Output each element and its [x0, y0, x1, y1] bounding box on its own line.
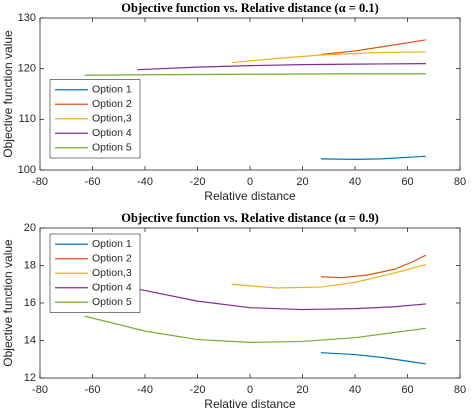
series-line: [231, 51, 426, 64]
y-tick-label: 130: [18, 12, 36, 24]
x-tick-label: 0: [247, 384, 253, 396]
legend-label: Option 1: [92, 238, 132, 250]
x-tick-label: 80: [454, 384, 466, 396]
y-tick-label: 110: [18, 113, 36, 125]
series-line: [137, 288, 426, 311]
y-tick-label: 14: [24, 334, 36, 346]
x-tick-label: -40: [137, 384, 153, 396]
x-tick-label: -60: [85, 384, 101, 396]
x-tick-label: -80: [32, 176, 48, 188]
legend-box: [49, 79, 141, 159]
chart-title: Objective function vs. Relative distance…: [121, 211, 378, 225]
legend-label: Option 4: [92, 127, 132, 139]
series-line: [320, 254, 427, 279]
y-tick-label: 16: [24, 297, 36, 309]
x-tick-label: 40: [349, 384, 361, 396]
x-tick-label: 0: [247, 176, 253, 188]
series-line: [320, 155, 426, 160]
x-axis-label: Relative distance: [204, 397, 296, 411]
series-line: [231, 263, 427, 289]
y-axis-label: Objective function value: [1, 30, 15, 158]
x-tick-label: -80: [32, 384, 48, 396]
legend-label: Option,3: [92, 113, 132, 125]
x-tick-label: 80: [454, 176, 466, 188]
x-tick-label: -40: [137, 176, 153, 188]
legend-label: Option,3: [92, 267, 132, 279]
y-tick-label: 20: [24, 222, 36, 234]
legend-label: Option 5: [92, 296, 132, 308]
series-line: [137, 63, 426, 71]
legend-label: Option 1: [92, 84, 132, 96]
y-tick-label: 18: [24, 259, 36, 271]
series-line: [320, 39, 426, 56]
y-tick-label: 12: [24, 372, 36, 384]
legend-label: Option 2: [92, 98, 132, 110]
x-tick-label: -20: [190, 176, 206, 188]
y-axis-label: Objective function value: [1, 239, 15, 367]
y-tick-label: 100: [18, 164, 36, 176]
x-axis-label: Relative distance: [204, 189, 296, 203]
x-tick-label: 60: [401, 176, 413, 188]
y-tick-label: 120: [18, 63, 36, 75]
x-tick-label: -20: [190, 384, 206, 396]
series-line: [84, 73, 426, 76]
legend-label: Option 4: [92, 282, 132, 294]
x-tick-label: 40: [349, 176, 361, 188]
legend-label: Option 5: [92, 142, 132, 154]
x-tick-label: 60: [401, 384, 413, 396]
x-tick-label: -60: [85, 176, 101, 188]
chart-title: Objective function vs. Relative distance…: [121, 1, 378, 15]
x-tick-label: 20: [296, 384, 308, 396]
series-line: [84, 315, 426, 343]
x-tick-label: 20: [296, 176, 308, 188]
series-line: [320, 352, 426, 365]
legend-label: Option 2: [92, 253, 132, 265]
